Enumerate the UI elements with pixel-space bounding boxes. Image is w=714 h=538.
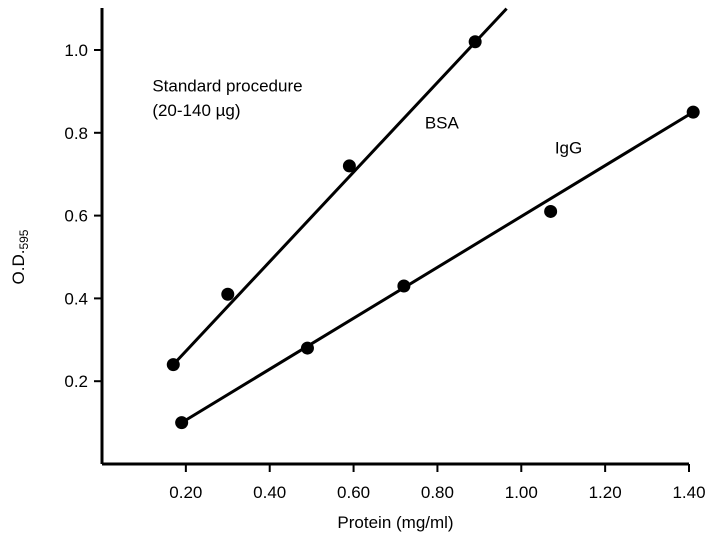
data-points [166,35,700,430]
data-point-bsa-3 [468,35,482,49]
x-tick-label-4: 1.00 [505,483,538,502]
annotation-line-1: Standard procedure [152,76,302,95]
x-tick-label-0: 0.20 [169,483,202,502]
data-point-igg-4 [686,105,700,119]
annotation-line-2: (20-140 µg) [152,101,240,120]
y-axis-title-main: O.D. [9,250,28,285]
data-point-igg-2 [397,279,411,293]
y-tick-label-4: 1.0 [64,41,88,60]
data-point-bsa-2 [342,159,356,173]
y-tick-label-2: 0.6 [64,207,88,226]
fit-line-bsa [172,7,508,366]
data-point-bsa-0 [166,358,180,372]
x-tick-label-6: 1.40 [672,483,705,502]
x-tick-label-2: 0.60 [337,483,370,502]
x-axis-ticks: 0.20 0.40 0.60 0.80 1.00 1.20 1.40 [169,464,706,502]
fit-line-igg [180,110,694,424]
x-axis-title: Protein (mg/ml) [337,513,453,532]
data-point-igg-0 [175,416,189,430]
procedure-annotation: Standard procedure (20-140 µg) [152,76,307,120]
y-tick-label-1: 0.4 [64,289,88,308]
y-axis-title-subscript: 595 [17,229,31,249]
y-tick-label-3: 0.8 [64,124,88,143]
data-point-bsa-1 [221,287,235,301]
x-tick-label-1: 0.40 [253,483,286,502]
x-tick-label-5: 1.20 [589,483,622,502]
series-label-igg: IgG [555,139,582,158]
fit-lines [172,7,694,424]
data-point-igg-1 [300,341,314,355]
data-point-igg-3 [544,204,558,218]
y-axis-ticks: 0.2 0.4 0.6 0.8 1.0 [64,41,102,391]
series-label-bsa: BSA [425,114,460,133]
y-axis-title: O.D.595 [9,229,31,284]
y-tick-label-0: 0.2 [64,372,88,391]
x-tick-label-3: 0.80 [421,483,454,502]
